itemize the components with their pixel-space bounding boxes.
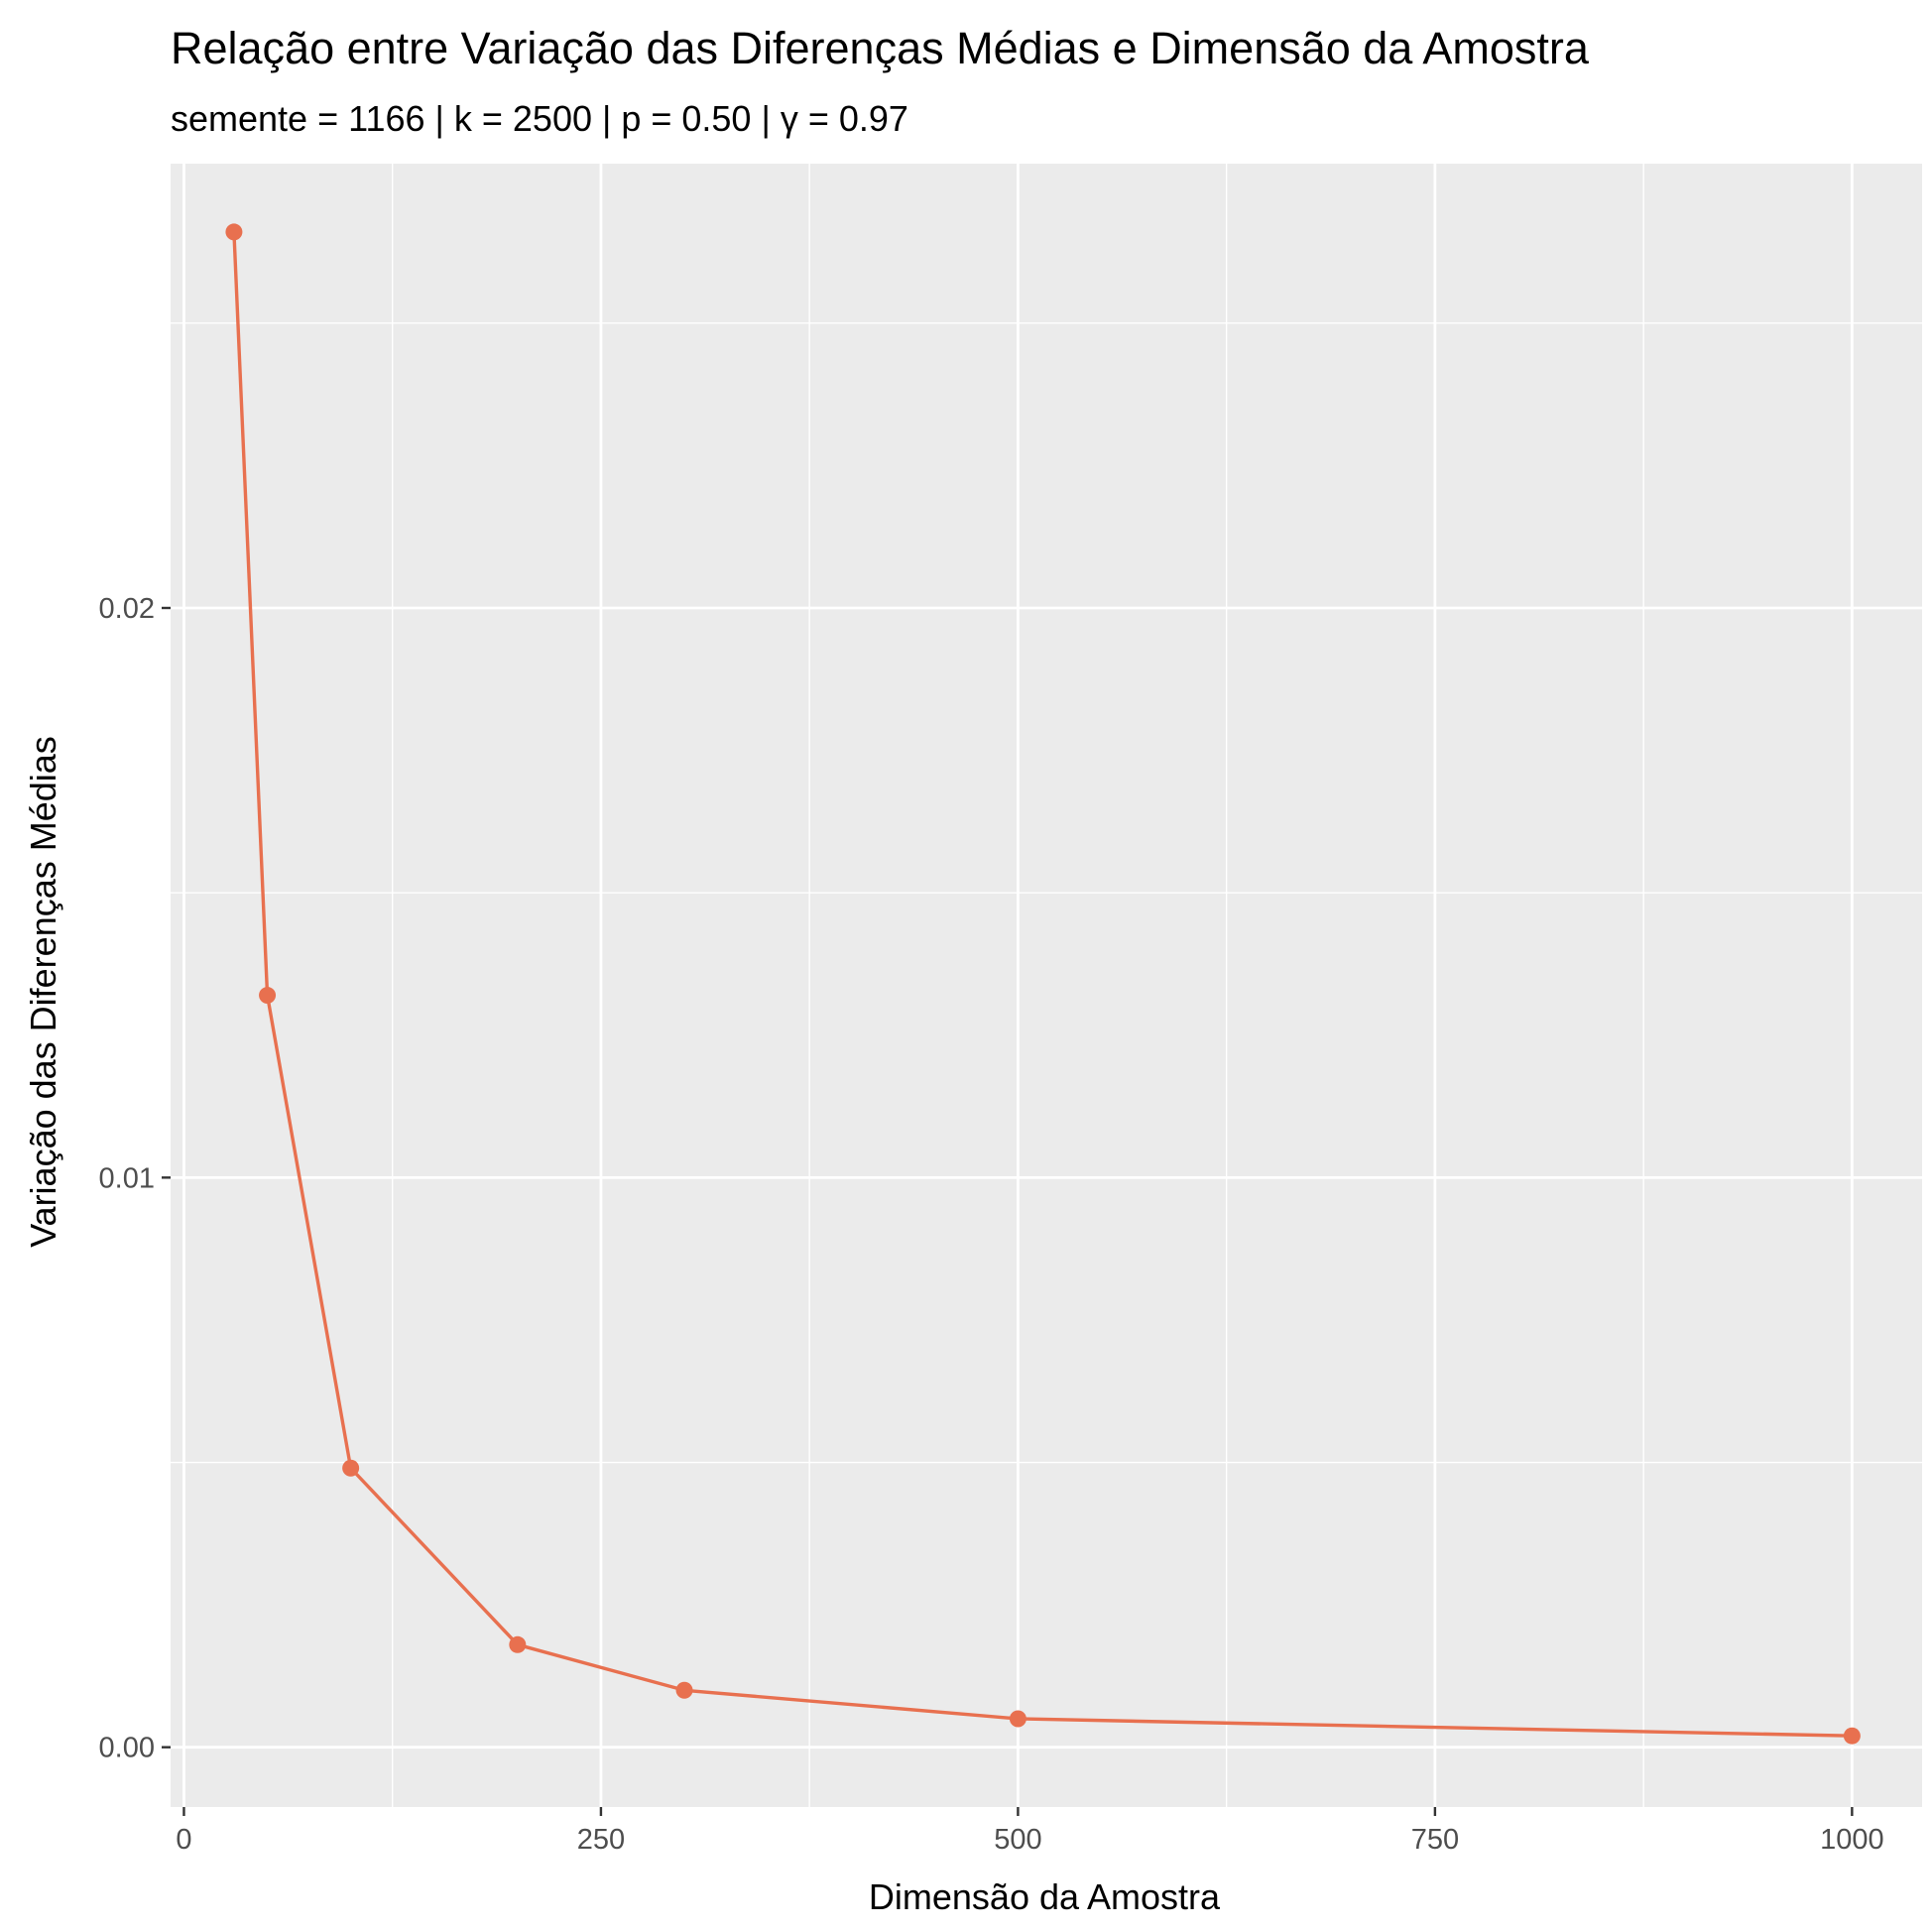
x-axis-title: Dimensão da Amostra — [869, 1876, 1221, 1917]
data-point — [509, 1635, 527, 1653]
chart-title: Relação entre Variação das Diferenças Mé… — [171, 23, 1590, 73]
data-point — [1843, 1727, 1861, 1745]
y-axis-title: Variação das Diferenças Médias — [23, 736, 63, 1248]
x-tick-label: 0 — [176, 1824, 191, 1856]
y-tick-label: 0.01 — [99, 1162, 155, 1194]
y-tick-label: 0.02 — [99, 593, 155, 625]
y-tick-label: 0.00 — [99, 1733, 155, 1764]
series-layer — [225, 223, 1861, 1745]
plot-panel — [171, 164, 1922, 1807]
data-point — [342, 1459, 360, 1477]
major-gridlines — [171, 164, 1922, 1807]
x-tick-label: 750 — [1411, 1824, 1459, 1856]
data-point — [675, 1681, 693, 1699]
x-tick-label: 250 — [577, 1824, 625, 1856]
axis-ticks — [162, 606, 1854, 1816]
data-point — [1009, 1710, 1026, 1728]
x-tick-label: 500 — [994, 1824, 1041, 1856]
tick-labels: 0 250 500 750 1000 0.00 0.01 0.02 — [99, 593, 1884, 1856]
data-point — [225, 223, 243, 241]
x-tick-label: 1000 — [1820, 1824, 1884, 1856]
chart-subtitle: semente = 1166 | k = 2500 | p = 0.50 | γ… — [171, 98, 908, 139]
data-point — [259, 987, 277, 1005]
minor-gridlines — [171, 164, 1922, 1807]
